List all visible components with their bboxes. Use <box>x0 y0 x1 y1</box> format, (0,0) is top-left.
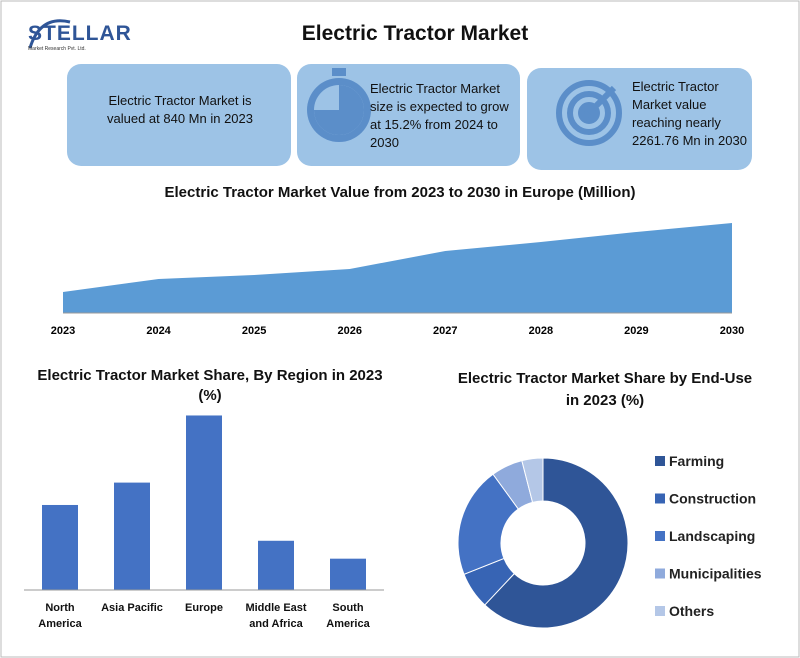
x-tick-label: 2027 <box>433 325 457 337</box>
info-box <box>67 64 291 166</box>
x-tick-label: North America <box>38 602 82 630</box>
legend-swatch <box>655 493 665 504</box>
x-tick-label: 2025 <box>242 325 266 337</box>
target-icon <box>556 80 622 146</box>
legend-label: Municipalities <box>669 566 762 582</box>
bar <box>330 558 366 590</box>
legend-label: Others <box>669 603 714 619</box>
x-tick-label: 2023 <box>51 325 75 337</box>
donut-segment <box>521 457 544 503</box>
x-tick-label: 2028 <box>529 325 553 337</box>
chart-title: Electric Tractor Market Share, By Region… <box>37 367 383 404</box>
bar <box>258 540 294 590</box>
logo-swoosh <box>28 19 71 49</box>
chart-title: Electric Tractor Market Share by End-Use… <box>457 370 753 409</box>
stopwatch-icon <box>307 68 371 142</box>
x-tick-label: Asia Pacific <box>101 602 163 614</box>
bar <box>42 504 78 590</box>
x-tick-label: Europe <box>185 602 223 614</box>
page-title: Electric Tractor Market <box>301 22 529 45</box>
legend-swatch <box>655 531 665 541</box>
x-tick-label: South America <box>326 602 370 630</box>
area <box>63 223 732 313</box>
legend-label: Landscaping <box>669 528 755 544</box>
bar <box>186 415 222 590</box>
legend-swatch <box>655 456 665 466</box>
x-tick-label: 2024 <box>146 325 171 337</box>
logo-subtitle: Market Research Pvt. Ltd. <box>28 46 86 52</box>
legend-label: Construction <box>669 491 756 507</box>
x-tick-label: 2026 <box>337 325 361 337</box>
info-text: Electric Tractor Market is valued at 840… <box>107 93 253 126</box>
donut-segment <box>484 457 629 629</box>
bar <box>114 482 150 590</box>
chart-title: Electric Tractor Market Value from 2023 … <box>164 184 636 201</box>
legend-swatch <box>655 568 665 579</box>
x-tick-label: 2029 <box>624 325 648 337</box>
info-text: Electric Tractor Market size is expected… <box>370 81 509 150</box>
x-tick-label: 2030 <box>720 325 744 337</box>
logo: STELLAR <box>28 22 132 45</box>
legend-label: Farming <box>669 453 724 469</box>
info-text: Electric Tractor Market value reaching n… <box>632 79 747 148</box>
x-tick-label: Middle East and Africa <box>245 602 307 630</box>
legend-swatch <box>655 606 665 616</box>
